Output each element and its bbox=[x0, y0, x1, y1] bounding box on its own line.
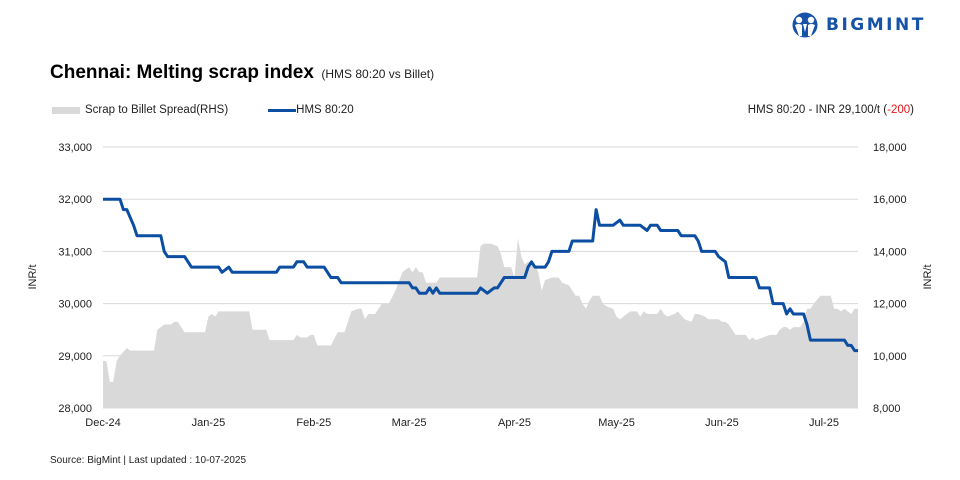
right-axis-tick-label: 18,000 bbox=[873, 142, 907, 154]
right-axis-tick-label: 14,000 bbox=[873, 246, 907, 258]
chart-title: Chennai: Melting scrap index (HMS 80:20 … bbox=[50, 62, 434, 84]
left-axis-tick-label: 30,000 bbox=[58, 299, 92, 311]
x-axis-ticks: Dec-24 Jan-25 Feb-25 Mar-25 Apr-25 May-25 Jun-… bbox=[85, 417, 839, 429]
latest-price-annotation: HMS 80:20 - INR 29,100/t (-200) bbox=[748, 104, 914, 116]
x-axis-tick-label: Mar-25 bbox=[392, 417, 427, 429]
legend-area-swatch bbox=[52, 106, 80, 114]
left-axis-ticks: 28,000 29,000 30,000 31,000 32,000 33,000 bbox=[58, 142, 92, 415]
hms-line-series bbox=[103, 197, 858, 353]
x-axis-tick-label: Apr-25 bbox=[498, 417, 531, 429]
bigmint-logo-icon bbox=[792, 12, 818, 38]
spread-area-series bbox=[103, 238, 858, 408]
legend-item-spread: Scrap to Billet Spread(RHS) bbox=[52, 104, 228, 116]
right-axis-tick-label: 12,000 bbox=[873, 299, 907, 311]
x-axis-tick-label: Jun-25 bbox=[705, 417, 739, 429]
left-axis-tick-label: 28,000 bbox=[58, 403, 92, 415]
right-axis-title: INR/t bbox=[922, 264, 934, 289]
x-axis-tick-label: Jul-25 bbox=[809, 417, 839, 429]
chart-title-main: Chennai: Melting scrap index bbox=[50, 62, 314, 83]
x-axis-tick-label: Feb-25 bbox=[296, 417, 331, 429]
source-note: Source: BigMint | Last updated : 10-07-2… bbox=[50, 455, 247, 466]
left-axis-tick-label: 32,000 bbox=[58, 194, 92, 206]
legend-label-spread: Scrap to Billet Spread(RHS) bbox=[85, 104, 229, 116]
right-axis-tick-label: 8,000 bbox=[873, 403, 901, 415]
x-axis-tick-label: Dec-24 bbox=[85, 417, 120, 429]
left-axis-tick-label: 31,000 bbox=[58, 246, 92, 258]
bigmint-logo: BIGMINT bbox=[790, 12, 926, 38]
chart-title-subtitle: (HMS 80:20 vs Billet) bbox=[321, 67, 435, 81]
right-axis-tick-label: 16,000 bbox=[873, 194, 907, 206]
left-axis-title: INR/t bbox=[27, 264, 39, 289]
latest-price-text: HMS 80:20 - INR 29,100/t ( bbox=[747, 104, 888, 116]
bigmint-logo-text: BIGMINT bbox=[826, 15, 926, 35]
legend-item-hms: HMS 80:20 bbox=[268, 104, 354, 116]
legend-line-swatch bbox=[268, 108, 297, 112]
chart-legend: Scrap to Billet Spread(RHS) HMS 80:20 bbox=[52, 104, 394, 116]
annotation-close-paren: ) bbox=[910, 104, 914, 116]
x-axis-tick-label: Jan-25 bbox=[192, 417, 226, 429]
left-axis-tick-label: 33,000 bbox=[58, 142, 92, 154]
x-axis-tick-label: May-25 bbox=[598, 417, 635, 429]
left-axis-tick-label: 29,000 bbox=[58, 351, 92, 363]
legend-label-hms: HMS 80:20 bbox=[296, 104, 354, 116]
right-axis-ticks: 8,000 10,000 12,000 14,000 16,000 18,000 bbox=[873, 142, 907, 415]
price-change-value: -200 bbox=[887, 104, 911, 116]
right-axis-tick-label: 10,000 bbox=[873, 351, 907, 363]
